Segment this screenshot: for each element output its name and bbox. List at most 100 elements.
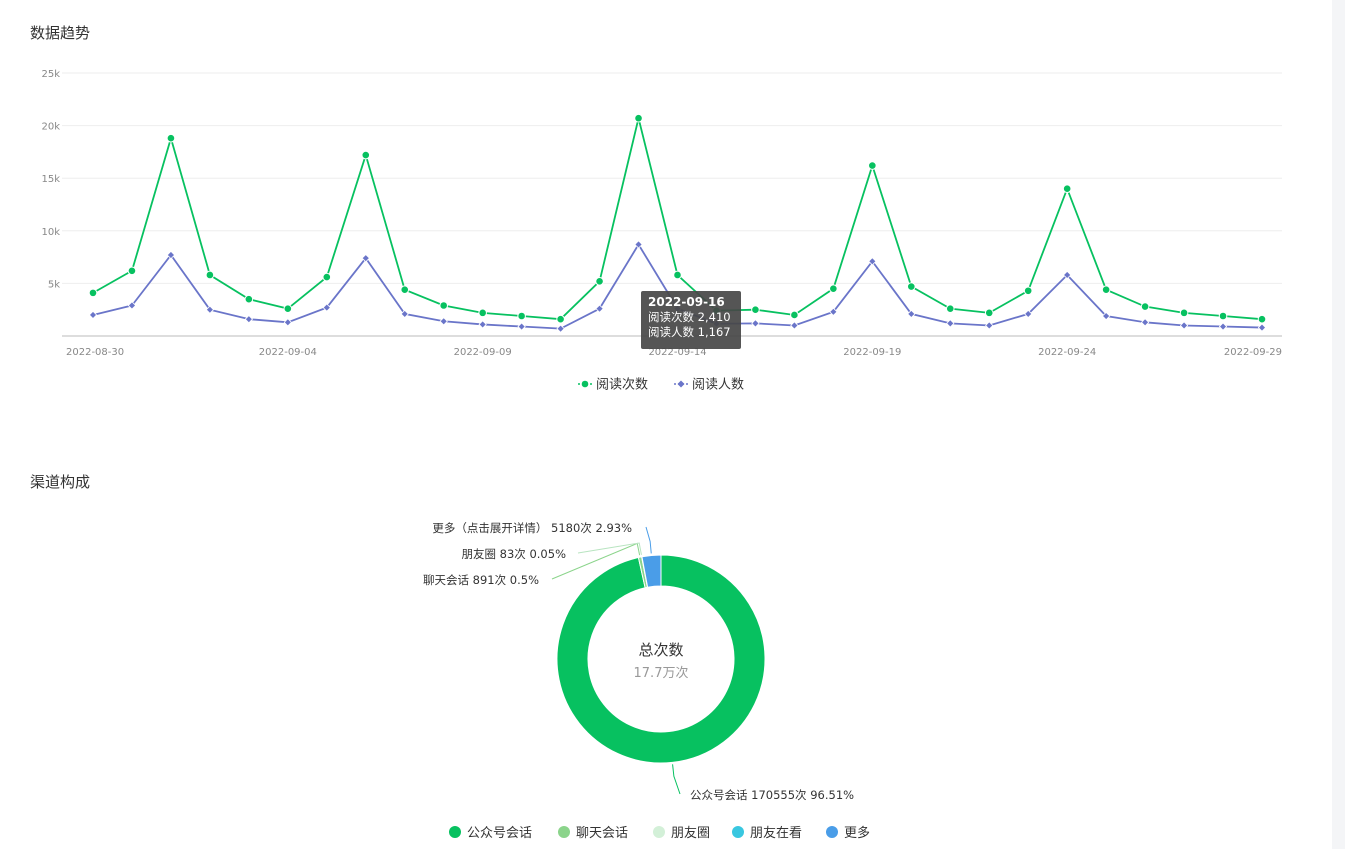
legend-item: 朋友在看 <box>732 825 802 841</box>
y-tick-label: 15k <box>41 174 60 185</box>
legend-item: 更多 <box>826 825 870 841</box>
data-point <box>790 321 799 330</box>
slice-label: 公众号会话 170555次 96.51% <box>672 764 854 802</box>
y-tick-label: 20k <box>41 122 60 133</box>
x-tick-label: 2022-09-24 <box>1038 347 1096 358</box>
data-point <box>1179 308 1189 318</box>
data-point <box>556 324 565 333</box>
data-point <box>907 282 916 291</box>
trend-line-chart: 5k 10k 15k 20k 25k 2022-08-30 2022-09-04 2022-0… <box>41 69 1282 393</box>
data-point <box>1140 302 1150 311</box>
data-point <box>1257 314 1267 324</box>
data-point <box>88 288 98 298</box>
x-tick-label: 2022-09-04 <box>259 347 317 358</box>
legend-label: 阅读次数 <box>596 377 648 393</box>
legend-item: 阅读人数 <box>674 378 744 393</box>
data-point <box>361 253 370 263</box>
data-point <box>478 308 487 318</box>
data-point <box>517 322 526 331</box>
legend-marker <box>826 826 838 838</box>
x-tick-label: 2022-09-14 <box>648 347 706 358</box>
legend-label: 朋友圈 <box>671 825 710 841</box>
legend-label: 阅读人数 <box>692 378 744 393</box>
tooltip-reads: 阅读次数 2,410 <box>648 310 731 324</box>
data-point <box>517 311 526 321</box>
data-point <box>400 309 409 319</box>
series-reads <box>88 113 1267 324</box>
legend-marker <box>449 826 461 838</box>
data-point <box>322 303 331 312</box>
series-line <box>92 118 1263 321</box>
data-point <box>1140 318 1150 327</box>
data-point <box>1101 311 1111 321</box>
data-point <box>439 317 448 326</box>
x-tick-label: 2022-08-30 <box>66 347 124 358</box>
data-point <box>322 272 332 282</box>
legend-item: 公众号会话 <box>449 826 532 841</box>
slice-label-text: 更多（点击展开详情） 5180次 2.93% <box>432 521 632 535</box>
data-point <box>166 250 176 260</box>
chart-tooltip: 2022-09-16 阅读次数 2,410 阅读人数 1,167 <box>641 291 741 349</box>
legend-label: 更多 <box>844 825 870 841</box>
data-point <box>1179 321 1189 330</box>
slice-label-text: 聊天会话 891次 0.5% <box>423 573 539 587</box>
x-tick-label: 2022-09-09 <box>454 347 512 358</box>
data-point <box>400 285 410 295</box>
legend-label: 聊天会话 <box>576 826 628 841</box>
data-point <box>1062 184 1072 194</box>
data-point <box>205 270 215 280</box>
legend-item: 朋友圈 <box>653 825 710 841</box>
data-point <box>478 320 487 329</box>
slice-label-text: 公众号会话 170555次 96.51% <box>690 788 854 802</box>
legend-marker <box>581 380 589 388</box>
data-point <box>790 310 799 320</box>
data-point <box>595 276 604 286</box>
legend-item: 阅读次数 <box>578 377 648 393</box>
data-point <box>907 309 916 319</box>
data-point <box>88 310 98 320</box>
legend-item: 聊天会话 <box>558 826 628 841</box>
donut-center-title: 总次数 <box>638 641 683 659</box>
data-point <box>244 294 254 304</box>
data-point <box>1063 270 1072 280</box>
y-tick-label: 10k <box>41 227 60 238</box>
data-point <box>283 318 292 327</box>
data-point <box>244 315 254 324</box>
data-point <box>634 113 643 123</box>
leader-line <box>645 526 652 554</box>
data-point <box>127 301 137 310</box>
data-point <box>1218 311 1228 321</box>
data-point <box>868 257 877 266</box>
legend-label: 朋友在看 <box>750 825 802 841</box>
data-point <box>673 270 682 280</box>
leader-line <box>672 764 681 795</box>
pie-slice <box>556 554 766 764</box>
data-point <box>1101 285 1111 295</box>
legend-marker <box>653 826 665 838</box>
data-point <box>127 266 137 276</box>
data-point <box>751 319 760 328</box>
legend-marker <box>732 826 744 838</box>
data-point <box>1024 309 1033 319</box>
data-point <box>868 161 877 170</box>
data-point <box>751 305 760 314</box>
slice-label-text: 朋友圈 83次 0.05% <box>462 547 567 561</box>
y-tick-label: 25k <box>41 69 60 80</box>
data-point <box>439 301 449 310</box>
data-point <box>283 304 293 313</box>
trend-section-title: 数据趋势 <box>30 24 91 42</box>
series-readers <box>88 240 1267 333</box>
data-point <box>166 133 176 143</box>
data-point <box>634 240 643 249</box>
leader-line <box>577 542 642 555</box>
data-point <box>945 304 955 313</box>
x-tick-label: 2022-09-19 <box>843 347 901 358</box>
data-point <box>361 150 371 160</box>
slice-label: 更多（点击展开详情） 5180次 2.93% <box>432 521 652 554</box>
data-point <box>556 314 565 324</box>
tooltip-date: 2022-09-16 <box>648 295 725 309</box>
data-point <box>1218 322 1228 331</box>
x-tick-label: 2022-09-29 <box>1224 347 1282 358</box>
pie-slice <box>641 554 662 588</box>
